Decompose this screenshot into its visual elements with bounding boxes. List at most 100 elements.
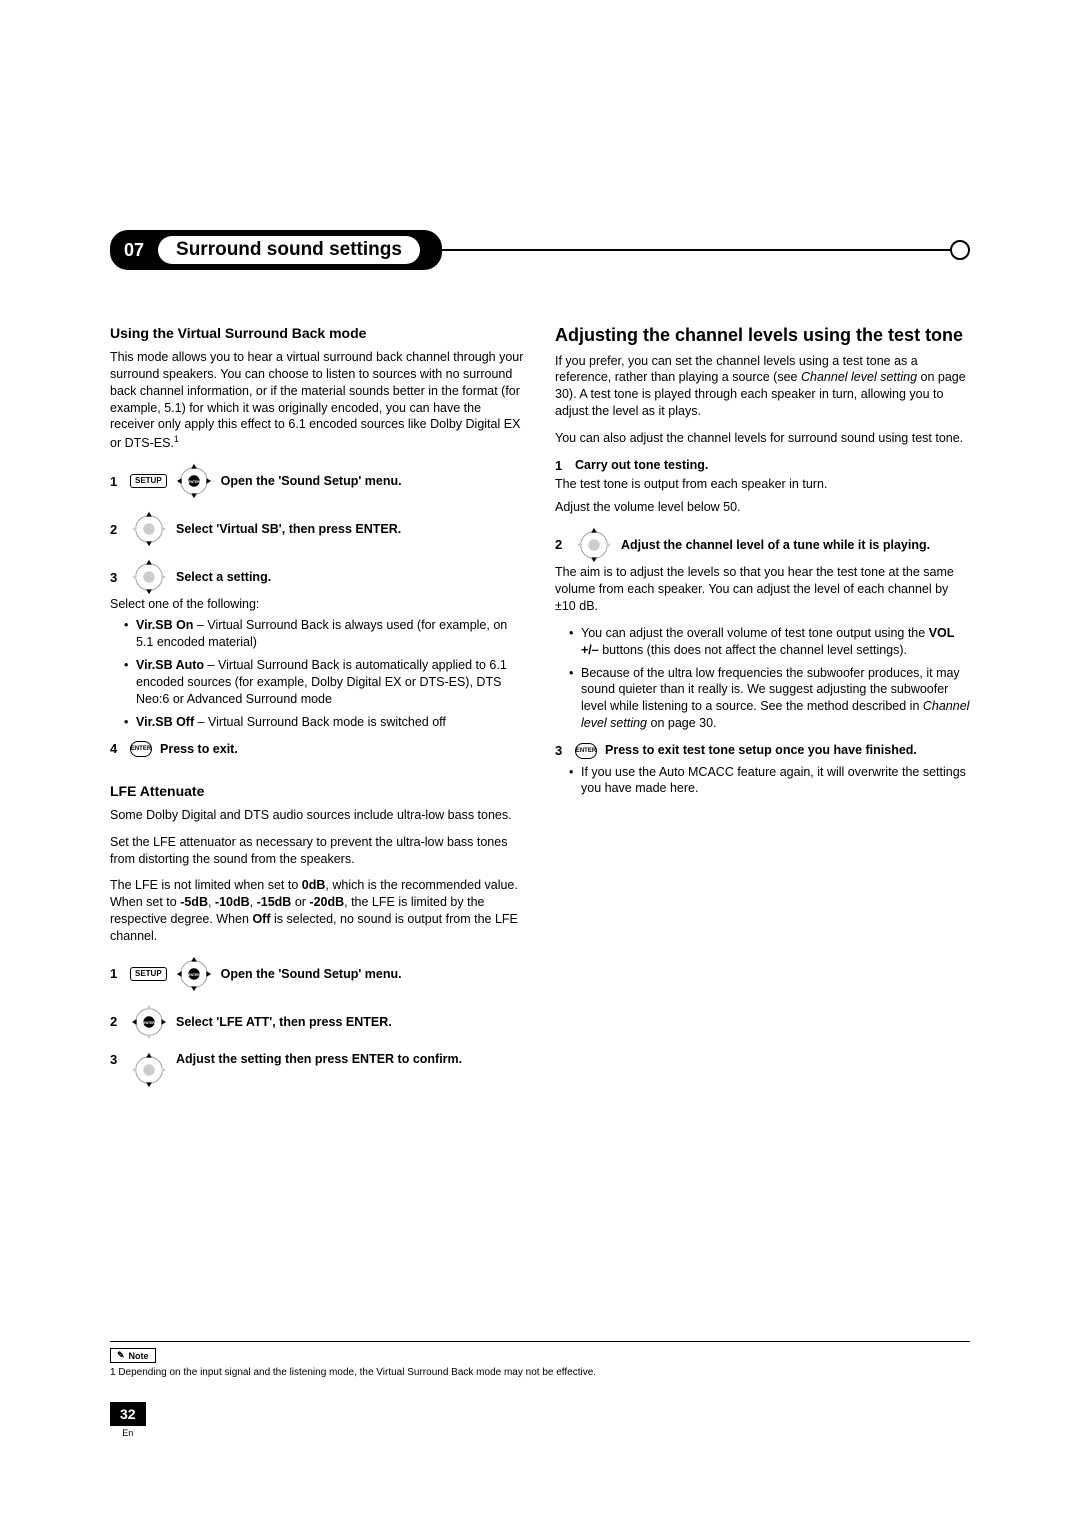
footnote-text: 1 Depending on the input signal and the …: [110, 1367, 970, 1378]
vsb-step-4: 4 ENTER Press to exit.: [110, 740, 525, 758]
chapter-header: 07 Surround sound settings: [110, 230, 970, 270]
step-text: Carry out tone testing.: [575, 457, 708, 474]
tt-step2-sub: The aim is to adjust the levels so that …: [555, 564, 970, 615]
lfe-step-1: 1 SETUP Open the 'Sound Setup' menu.: [110, 955, 525, 993]
text: You can adjust the overall volume of tes…: [581, 626, 929, 640]
text: buttons (this does not affect the channe…: [599, 643, 907, 657]
step-text: Adjust the channel level of a tune while…: [621, 537, 970, 554]
option-label: Vir.SB On: [136, 618, 193, 632]
vsb-step3-sub: Select one of the following:: [110, 596, 525, 613]
value-20db: -20dB: [309, 895, 344, 909]
step-number: 2: [110, 521, 122, 539]
tt-bullets-2: If you use the Auto MCACC feature again,…: [569, 764, 970, 798]
list-item: Because of the ultra low frequencies the…: [569, 665, 970, 733]
step-number: 2: [110, 1013, 122, 1031]
tt-bullets: You can adjust the overall volume of tes…: [569, 625, 970, 732]
lfe-heading: LFE Attenuate: [110, 782, 525, 801]
step-number: 1: [110, 965, 122, 983]
value-15db: -15dB: [257, 895, 292, 909]
value-off: Off: [252, 912, 270, 926]
setup-button-icon: SETUP: [130, 474, 167, 488]
left-column: Using the Virtual Surround Back mode Thi…: [110, 324, 525, 1093]
nav-4way-icon: [175, 462, 213, 500]
list-item: Vir.SB Auto – Virtual Surround Back is a…: [124, 657, 525, 708]
lfe-step-2: 2 Select 'LFE ATT', then press ENTER.: [110, 1003, 525, 1041]
right-column: Adjusting the channel levels using the t…: [555, 324, 970, 1093]
content-columns: Using the Virtual Surround Back mode Thi…: [110, 324, 970, 1093]
step-number: 2: [555, 536, 567, 554]
vsb-footnote-ref: 1: [174, 434, 179, 444]
footnote-box: Note 1 Depending on the input signal and…: [110, 1341, 970, 1378]
list-item: You can adjust the overall volume of tes…: [569, 625, 970, 659]
lfe-step-3: 3 Adjust the setting then press ENTER to…: [110, 1051, 525, 1089]
list-item: Vir.SB Off – Virtual Surround Back mode …: [124, 714, 525, 731]
step-text: Adjust the setting then press ENTER to c…: [176, 1051, 525, 1068]
vsb-step-2: 2 Select 'Virtual SB', then press ENTER.: [110, 510, 525, 548]
tt-step1-sub2: Adjust the volume level below 50.: [555, 499, 970, 516]
page-content: 07 Surround sound settings Using the Vir…: [0, 0, 1080, 1153]
vsb-heading: Using the Virtual Surround Back mode: [110, 324, 525, 343]
step-number: 3: [555, 742, 567, 760]
nav-updown-icon: [130, 558, 168, 596]
nav-updown-icon: [575, 526, 613, 564]
nav-4way-icon: [175, 955, 213, 993]
vsb-step-1: 1 SETUP Open the 'Sound Setup' menu.: [110, 462, 525, 500]
xref: Channel level setting: [801, 370, 917, 384]
nav-updown-icon: [130, 1051, 168, 1089]
tt-step1-sub1: The test tone is output from each speake…: [555, 476, 970, 493]
setup-button-icon: SETUP: [130, 967, 167, 981]
step-text: Open the 'Sound Setup' menu.: [221, 966, 402, 983]
nav-leftright-icon: [130, 1003, 168, 1041]
vsb-intro-text: This mode allows you to hear a virtual s…: [110, 350, 523, 451]
tt-step-3: 3 ENTER Press to exit test tone setup on…: [555, 742, 970, 760]
text: The LFE is not limited when set to: [110, 878, 302, 892]
nav-updown-icon: [130, 510, 168, 548]
page-language: En: [110, 1428, 146, 1438]
page-number: 32: [110, 1402, 146, 1426]
text: on page 30.: [647, 716, 717, 730]
step-text: Select 'LFE ATT', then press ENTER.: [176, 1014, 392, 1031]
testtone-p2: You can also adjust the channel levels f…: [555, 430, 970, 447]
option-text: – Virtual Surround Back mode is switched…: [194, 715, 446, 729]
step-number: 3: [110, 569, 122, 587]
step-number: 1: [110, 473, 122, 491]
step-number: 1: [555, 457, 567, 475]
text: ,: [250, 895, 257, 909]
lfe-p1: Some Dolby Digital and DTS audio sources…: [110, 807, 525, 824]
vsb-options-list: Vir.SB On – Virtual Surround Back is alw…: [124, 617, 525, 730]
text: ,: [208, 895, 215, 909]
note-label: Note: [110, 1348, 156, 1363]
step-text: Open the 'Sound Setup' menu.: [221, 473, 402, 490]
option-label: Vir.SB Auto: [136, 658, 204, 672]
testtone-p1: If you prefer, you can set the channel l…: [555, 353, 970, 421]
chapter-title: Surround sound settings: [158, 236, 420, 264]
value-5db: -5dB: [180, 895, 208, 909]
chapter-number: 07: [124, 240, 144, 261]
page-number-box: 32 En: [110, 1402, 146, 1438]
lfe-p3: The LFE is not limited when set to 0dB, …: [110, 877, 525, 945]
enter-button-icon: ENTER: [130, 741, 152, 757]
testtone-heading: Adjusting the channel levels using the t…: [555, 324, 970, 347]
chapter-rule: [432, 249, 952, 251]
lfe-p2: Set the LFE attenuator as necessary to p…: [110, 834, 525, 868]
tt-step-2: 2 Adjust the channel level of a tune whi…: [555, 526, 970, 564]
list-item: If you use the Auto MCACC feature again,…: [569, 764, 970, 798]
step-number: 4: [110, 740, 122, 758]
text: or: [291, 895, 309, 909]
step-text: Select 'Virtual SB', then press ENTER.: [176, 521, 401, 538]
vsb-intro: This mode allows you to hear a virtual s…: [110, 349, 525, 452]
text: Because of the ultra low frequencies the…: [581, 666, 960, 714]
chapter-cap-icon: [950, 240, 970, 260]
step-text: Press to exit test tone setup once you h…: [605, 742, 970, 759]
step-number: 3: [110, 1051, 122, 1069]
vsb-step-3: 3 Select a setting.: [110, 558, 525, 596]
chapter-pill: 07 Surround sound settings: [110, 230, 442, 270]
value-0db: 0dB: [302, 878, 326, 892]
value-10db: -10dB: [215, 895, 250, 909]
tt-step-1: 1 Carry out tone testing.: [555, 457, 970, 475]
enter-button-icon: ENTER: [575, 743, 597, 759]
option-label: Vir.SB Off: [136, 715, 194, 729]
list-item: Vir.SB On – Virtual Surround Back is alw…: [124, 617, 525, 651]
step-text: Select a setting.: [176, 569, 271, 586]
step-text: Press to exit.: [160, 741, 238, 758]
